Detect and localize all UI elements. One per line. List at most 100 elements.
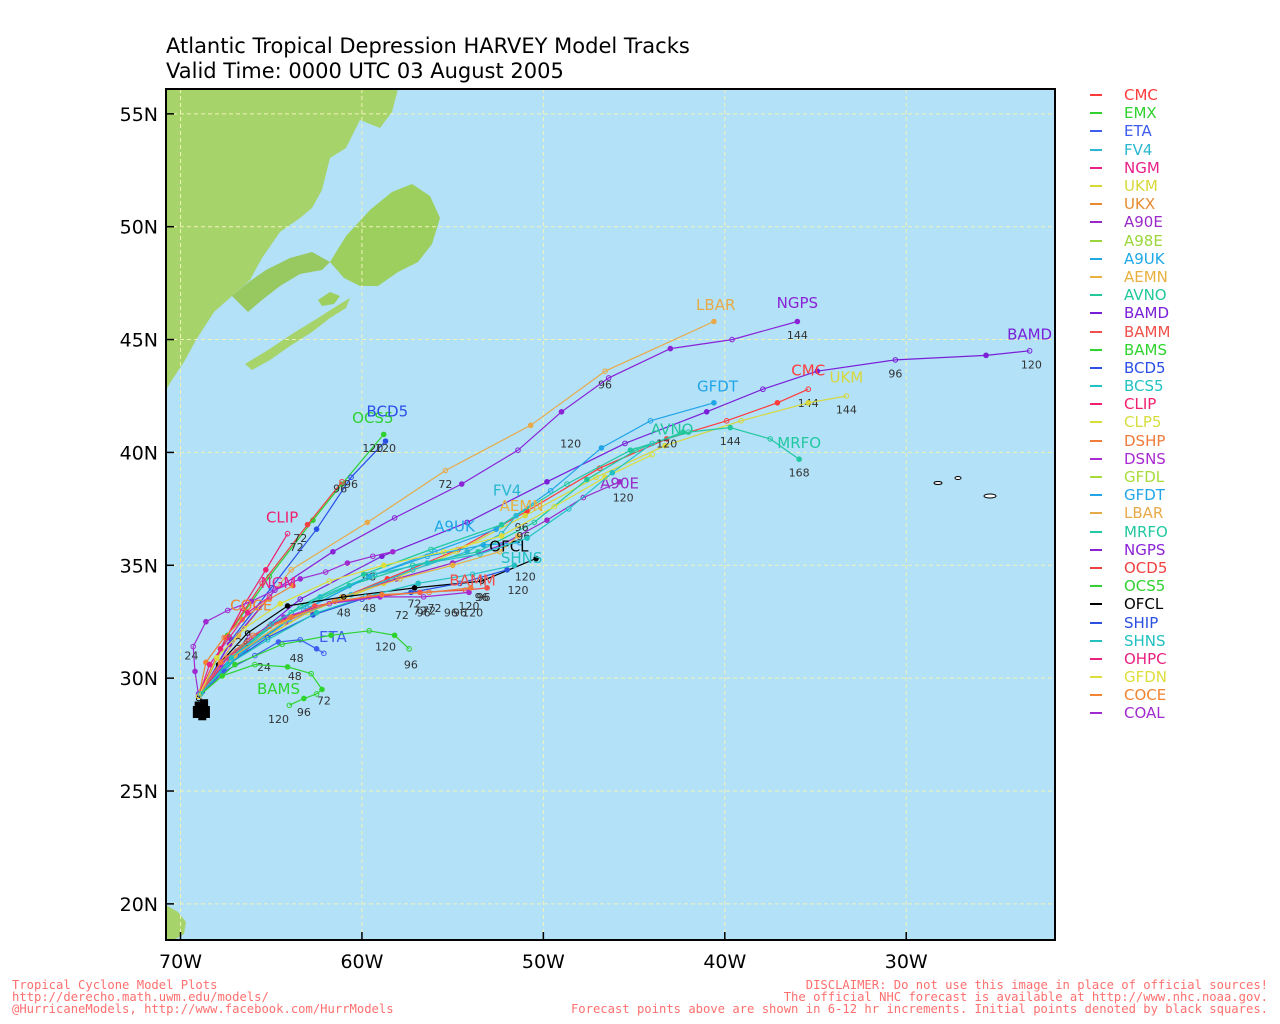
legend-label: BAMD xyxy=(1124,304,1170,323)
lat-tick-label: 30N xyxy=(120,668,158,690)
track-point xyxy=(723,418,730,424)
track-lbar: 487296LBAR xyxy=(197,296,735,695)
hour-label: 120 xyxy=(268,713,289,726)
footer-left-line-2[interactable]: http://derecho.math.uwm.edu/models/ xyxy=(12,990,269,1004)
lat-tick-label: 55N xyxy=(120,104,158,126)
track-end-label: FV4 xyxy=(493,481,521,499)
legend-swatch xyxy=(1090,512,1102,515)
track-point xyxy=(341,594,347,600)
legend-item-clp5: CLP5 xyxy=(1086,413,1276,431)
legend-item-shns: SHNS xyxy=(1086,632,1276,650)
hour-label: 72 xyxy=(422,604,436,617)
land-gaspe xyxy=(232,252,330,312)
track-point xyxy=(326,578,333,584)
initial-square xyxy=(201,706,210,719)
legend-swatch xyxy=(1090,421,1102,424)
legend-item-ocd5: OCD5 xyxy=(1086,559,1276,577)
legend-item-bamm: BAMM xyxy=(1086,322,1276,341)
track-point xyxy=(649,451,656,458)
track-end-label: OCS5 xyxy=(352,409,393,427)
track-point xyxy=(214,655,220,661)
track-end-label: CLIP xyxy=(266,508,298,526)
legend-label: CLIP xyxy=(1124,395,1157,414)
legend-swatch xyxy=(1090,603,1102,606)
legend-swatch xyxy=(1090,439,1102,442)
track-point xyxy=(264,636,271,643)
axis-labels: 55N 50N 45N 40N 35N 30N 25N 20N 70W 60W 50W 40W 30W xyxy=(120,104,928,973)
legend-swatch xyxy=(1090,366,1102,369)
legend-swatch xyxy=(1090,239,1102,242)
hour-label: 96 xyxy=(417,607,431,620)
legend-swatch xyxy=(1090,330,1102,333)
legend-item-ukx: UKX xyxy=(1086,195,1276,213)
track-point xyxy=(774,399,781,406)
legend-swatch xyxy=(1090,530,1102,533)
legend-label: OCS5 xyxy=(1124,577,1166,596)
legend-label: NGM xyxy=(1124,158,1160,177)
track-point xyxy=(382,438,389,444)
legend-swatch xyxy=(1090,203,1102,206)
legend-swatch xyxy=(1090,94,1102,97)
track-end-label: LBAR xyxy=(696,296,735,314)
track-point xyxy=(284,664,291,670)
track-line xyxy=(198,596,270,697)
legend-label: A98E xyxy=(1124,231,1163,250)
track-point xyxy=(466,589,472,596)
gridlines xyxy=(166,89,1055,940)
legend-item-avno: AVNO xyxy=(1086,286,1276,304)
hour-label: 144 xyxy=(836,404,857,417)
track-point xyxy=(703,408,710,415)
legend-label: OFCL xyxy=(1124,595,1164,614)
hour-label: 72 xyxy=(395,609,409,622)
legend-swatch xyxy=(1090,257,1102,260)
track-point xyxy=(428,546,434,553)
legend-label: UKX xyxy=(1124,195,1156,214)
hour-label: 120 xyxy=(507,584,528,597)
hour-label: 168 xyxy=(789,467,810,480)
track-point xyxy=(339,478,345,485)
track-point xyxy=(533,555,539,562)
title-line-1: Atlantic Tropical Depression HARVEY Mode… xyxy=(166,34,690,58)
legend-label: AEMN xyxy=(1124,267,1168,286)
track-point xyxy=(252,661,258,668)
initial-points xyxy=(192,699,210,721)
legend-label: BCD5 xyxy=(1124,358,1166,377)
track-point xyxy=(558,408,565,415)
track-point xyxy=(711,399,717,406)
track-point xyxy=(605,375,612,381)
track-end-label: ETA xyxy=(319,628,347,646)
hour-label: 96 xyxy=(344,478,358,491)
legend-item-ngm: NGM xyxy=(1086,159,1276,177)
track-point xyxy=(522,512,529,519)
track-ngm: NGM xyxy=(195,574,296,700)
hour-label: 96 xyxy=(477,591,491,604)
track-line xyxy=(200,320,715,693)
track-point xyxy=(379,591,385,598)
legend-label: SHIP xyxy=(1124,613,1159,632)
legend-item-ukm: UKM xyxy=(1086,177,1276,195)
legend-item-ocs5: OCS5 xyxy=(1086,577,1276,595)
legend-label: GFDT xyxy=(1124,486,1165,505)
hour-label: 96 xyxy=(475,591,489,604)
track-point xyxy=(468,585,474,591)
track-dshp: 72 96 120 xyxy=(195,585,483,700)
footer-left-line-3[interactable]: @HurricaneModels, http://www.facebook.co… xyxy=(12,1002,394,1016)
track-point xyxy=(662,442,668,449)
hour-label: 120 xyxy=(613,492,634,505)
footer-right-line-2[interactable]: The official NHC forecast is available a… xyxy=(783,990,1268,1004)
hour-label: 72 xyxy=(428,602,442,615)
legend-label: BCS5 xyxy=(1124,377,1164,396)
legend-item-coal: COAL xyxy=(1086,704,1276,722)
track-point xyxy=(609,469,616,476)
track-line xyxy=(198,564,515,697)
legend-label: DSHP xyxy=(1124,431,1166,450)
track-point xyxy=(498,521,505,528)
hour-label: 96 xyxy=(515,521,529,534)
track-bams: 48 72 96 120 BAMS xyxy=(195,661,331,726)
track-point xyxy=(290,582,296,589)
track-eta: 24 48 ETA xyxy=(195,628,348,700)
hour-label: 120 xyxy=(1021,358,1042,371)
track-point xyxy=(814,368,821,374)
track-point xyxy=(408,589,414,596)
